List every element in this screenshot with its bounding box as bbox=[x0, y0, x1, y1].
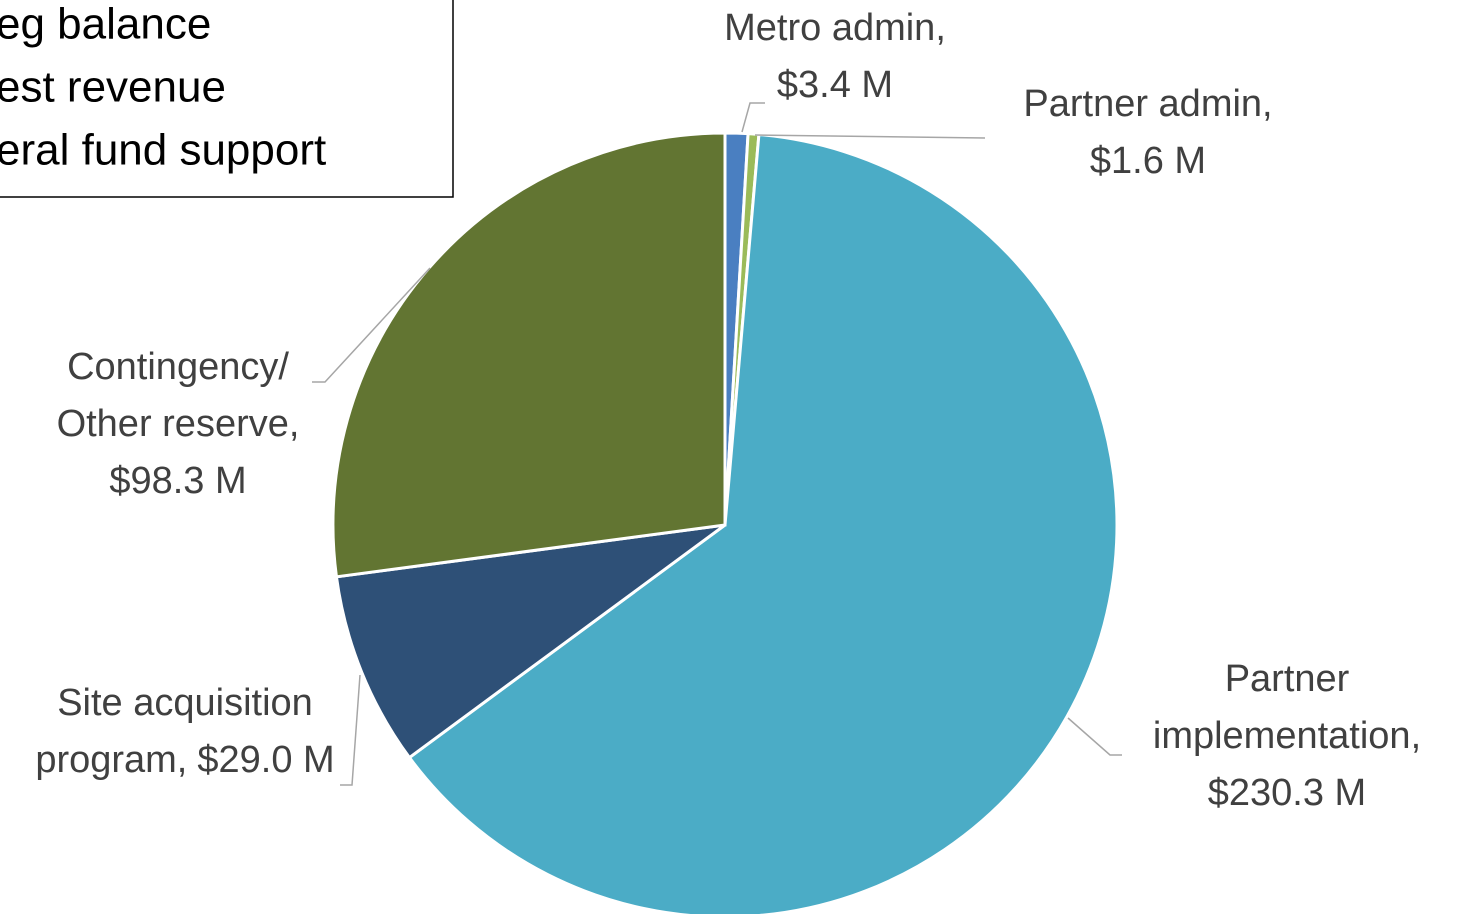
data-label: Contingency/Other reserve, $98.3 M bbox=[57, 346, 300, 502]
data-label: Partner admin, $1.6 M bbox=[1023, 83, 1272, 182]
label-line: Metro admin, bbox=[724, 7, 946, 49]
slice bbox=[331, 131, 727, 579]
data-label: Partner implementation, $230.3 M bbox=[1153, 658, 1421, 814]
text-box bbox=[0, 0, 454, 198]
label-line: Other reserve, bbox=[57, 403, 300, 445]
label-line: Partner bbox=[1225, 658, 1350, 700]
leader-line bbox=[741, 102, 765, 133]
leader-line bbox=[312, 267, 431, 383]
leader-lines bbox=[312, 102, 1122, 786]
leader-line bbox=[1067, 717, 1122, 756]
label-line: implementation, bbox=[1153, 715, 1421, 757]
slice bbox=[334, 523, 726, 760]
label-line: Partner admin, bbox=[1023, 83, 1272, 125]
leader-line bbox=[754, 134, 986, 139]
slice bbox=[407, 132, 1119, 914]
value-label: $230.3 M bbox=[1208, 772, 1366, 814]
value-label: $3.4 M bbox=[777, 64, 893, 106]
slices bbox=[331, 131, 1119, 914]
leader-line bbox=[340, 674, 361, 786]
label-line: Site acquisition bbox=[57, 682, 313, 724]
label-line: program, bbox=[35, 739, 187, 781]
label-line: Contingency/ bbox=[67, 346, 289, 388]
data-label: Metro admin, $3.4 M bbox=[724, 7, 946, 106]
value-label: $29.0 M bbox=[197, 739, 334, 781]
value-label: $98.3 M bbox=[109, 460, 246, 502]
box-line: eral fund support bbox=[0, 126, 326, 175]
box-line: eg balance bbox=[0, 0, 211, 49]
data-label: Site acquisition program, $29.0 M bbox=[35, 682, 334, 781]
value-label: $1.6 M bbox=[1090, 140, 1206, 182]
box-line: est revenue bbox=[0, 63, 226, 112]
